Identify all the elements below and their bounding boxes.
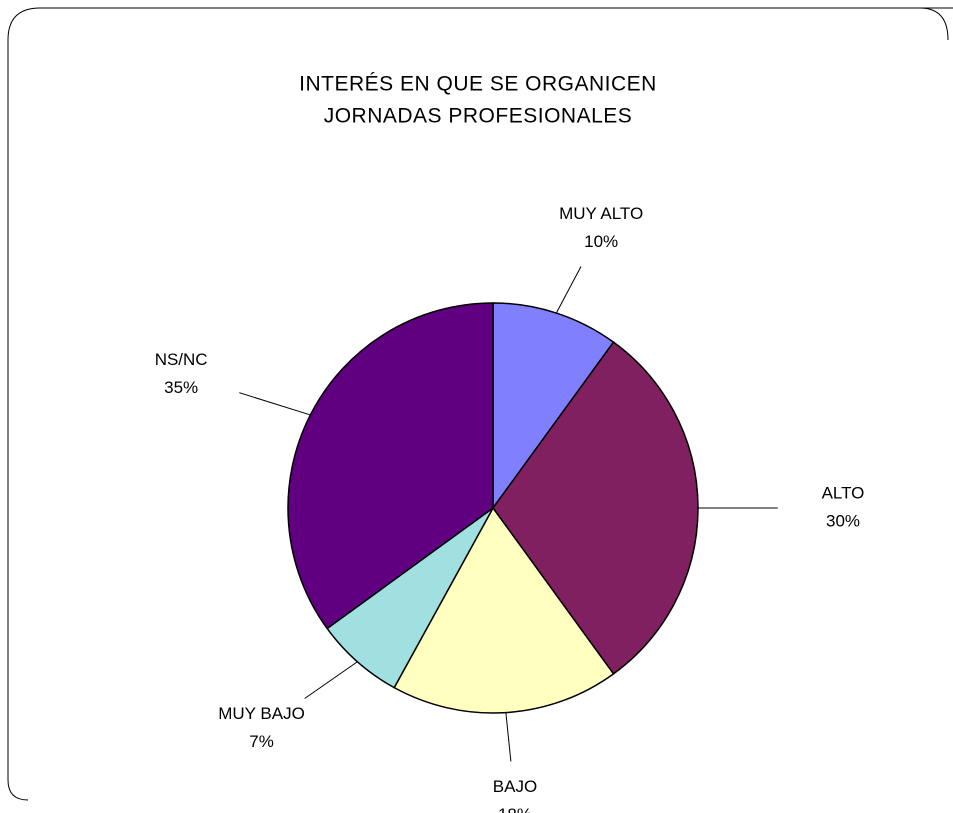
leader-line (304, 661, 358, 699)
leader-line (239, 392, 311, 416)
slice-value-label: 10% (584, 232, 618, 251)
slice-label: MUY ALTO (559, 204, 643, 223)
leader-line (555, 266, 582, 314)
slice-label: BAJO (493, 777, 537, 796)
slice-value-label: 7% (249, 732, 274, 751)
slice-label: MUY BAJO (218, 704, 305, 723)
pie-slice (287, 302, 494, 630)
frame-corner (919, 7, 949, 41)
slice-label: NS/NC (155, 350, 208, 369)
slice-value-label: 30% (826, 511, 860, 530)
chart-title: JORNADAS PROFESIONALES (324, 105, 633, 128)
frame (7, 7, 953, 801)
pie-slice (492, 302, 615, 511)
chart-title: INTERÉS EN QUE SE ORGANICEN (299, 73, 657, 96)
slice-label: ALTO (822, 483, 865, 502)
slice-value-label: 35% (164, 378, 198, 397)
pie-slice (492, 341, 699, 675)
slice-value-label: 18% (498, 805, 532, 813)
leader-line (505, 712, 512, 762)
